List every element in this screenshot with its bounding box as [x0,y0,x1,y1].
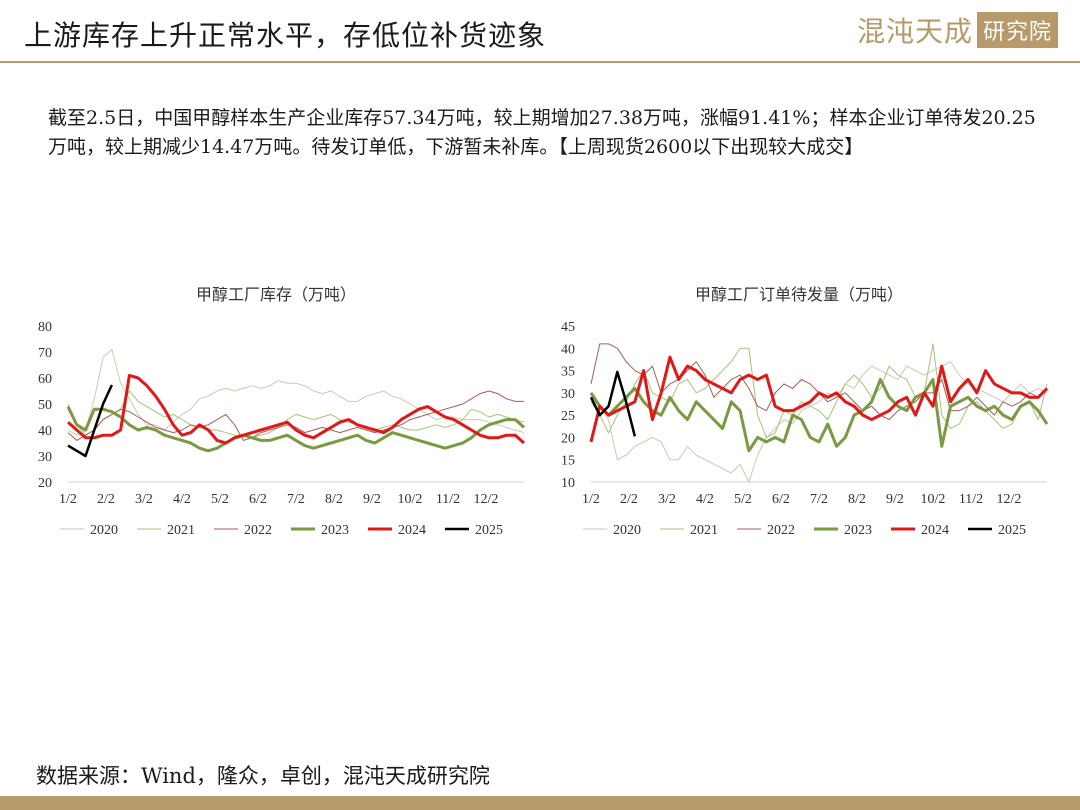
logo-box: 研究院 [976,12,1058,48]
x-tick-label: 12/2 [997,492,1022,507]
legend-label: 2020 [90,523,118,538]
y-tick-label: 70 [38,346,52,361]
legend-label: 2023 [844,523,872,538]
legend-label: 2022 [767,523,795,538]
header-divider [0,61,1080,63]
y-tick-label: 40 [38,424,52,439]
series-line-2023 [66,405,525,453]
series-line-2022 [67,390,524,441]
x-tick-label: 12/2 [474,492,499,507]
x-tick-label: 5/2 [211,492,229,507]
legend-label: 2021 [167,523,195,538]
summary-text: 截至2.5日，中国甲醇样本生产企业库存57.34万吨，较上期增加27.38万吨，… [48,107,1036,158]
legend-label: 2024 [921,523,949,538]
legend-label: 2025 [998,523,1026,538]
series-line-2021 [67,390,525,439]
x-tick-label: 11/2 [959,492,983,507]
series-line-2023 [589,377,1049,453]
y-tick-label: 80 [38,320,52,335]
y-tick-label: 30 [38,450,52,465]
x-tick-label: 1/2 [582,492,600,507]
inventory-chart: 甲醇工厂库存（万吨） 20 30 40 50 60 70 80 1/2 2/2 3/2 4/2 5/2 6… [38,285,525,538]
x-tick-label: 9/2 [886,492,904,507]
legend-label: 2020 [613,523,641,538]
y-tick-label: 25 [561,409,575,424]
x-tick-label: 11/2 [436,492,460,507]
x-tick-label: 6/2 [772,492,790,507]
x-tick-label: 9/2 [363,492,381,507]
chart-title: 甲醇工厂订单待发量（万吨） [695,285,903,304]
y-tick-label: 60 [38,372,52,387]
series-line-2024 [67,373,525,445]
x-tick-label: 1/2 [59,492,77,507]
x-tick-label: 2/2 [620,492,638,507]
x-tick-label: 10/2 [398,492,423,507]
y-tick-label: 10 [561,476,575,491]
legend-label: 2021 [690,523,718,538]
x-tick-label: 3/2 [135,492,153,507]
y-tick-label: 50 [38,398,52,413]
x-tick-label: 8/2 [325,492,343,507]
data-source: 数据来源：Wind，隆众，卓创，混沌天成研究院 [36,764,490,788]
legend-label: 2024 [398,523,426,538]
x-tick-label: 4/2 [173,492,191,507]
brand-logo: 混沌天成 研究院 [857,10,1058,50]
page-title: 上游库存上升正常水平，存低位补货迹象 [24,19,547,52]
x-tick-label: 10/2 [921,492,946,507]
y-tick-label: 45 [561,320,575,335]
series-line-2020 [590,361,1048,483]
legend-label: 2025 [475,523,503,538]
x-tick-label: 7/2 [810,492,828,507]
series-line-2025 [67,384,113,458]
y-tick-label: 20 [561,431,575,446]
legend-label: 2023 [321,523,349,538]
y-tick-label: 20 [38,476,52,491]
y-tick-label: 15 [561,454,575,469]
x-tick-label: 4/2 [696,492,714,507]
x-tick-label: 6/2 [249,492,267,507]
x-tick-label: 8/2 [848,492,866,507]
x-tick-label: 3/2 [658,492,676,507]
y-tick-label: 40 [561,342,575,357]
chart-title: 甲醇工厂库存（万吨） [196,285,356,304]
footer-bar [0,796,1080,810]
logo-script: 混沌天成 [856,15,973,48]
legend-label: 2022 [244,523,272,538]
x-tick-label: 5/2 [734,492,752,507]
y-tick-label: 30 [561,387,575,402]
x-tick-label: 2/2 [97,492,115,507]
x-tick-label: 7/2 [287,492,305,507]
y-tick-label: 35 [561,365,575,380]
series-line-2025 [589,370,637,437]
series-line-2024 [589,355,1049,443]
